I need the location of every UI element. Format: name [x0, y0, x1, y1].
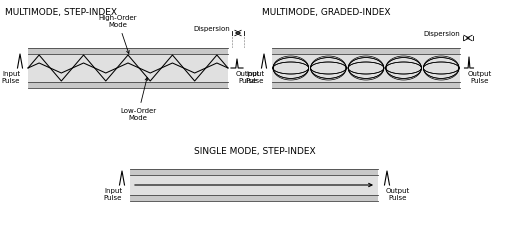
Text: High-Order
Mode: High-Order Mode — [99, 15, 137, 54]
Text: Output
Pulse: Output Pulse — [467, 71, 491, 84]
Text: Input
Pulse: Input Pulse — [245, 71, 264, 84]
Bar — [271, 54, 459, 82]
Bar — [130, 169, 377, 201]
Text: Input
Pulse: Input Pulse — [104, 188, 122, 201]
Text: Input
Pulse: Input Pulse — [2, 71, 20, 84]
Text: Output
Pulse: Output Pulse — [385, 188, 409, 201]
Text: MULTIMODE, STEP-INDEX: MULTIMODE, STEP-INDEX — [5, 8, 117, 17]
Text: SINGLE MODE, STEP-INDEX: SINGLE MODE, STEP-INDEX — [194, 147, 315, 156]
Text: Low-Order
Mode: Low-Order Mode — [120, 77, 156, 121]
Bar — [271, 48, 459, 88]
Bar — [28, 48, 228, 88]
Text: Output
Pulse: Output Pulse — [235, 71, 260, 84]
Bar — [130, 175, 377, 195]
Text: Dispersion: Dispersion — [422, 31, 459, 37]
Text: MULTIMODE, GRADED-INDEX: MULTIMODE, GRADED-INDEX — [262, 8, 390, 17]
Bar — [28, 54, 228, 82]
Text: Dispersion: Dispersion — [193, 26, 230, 32]
